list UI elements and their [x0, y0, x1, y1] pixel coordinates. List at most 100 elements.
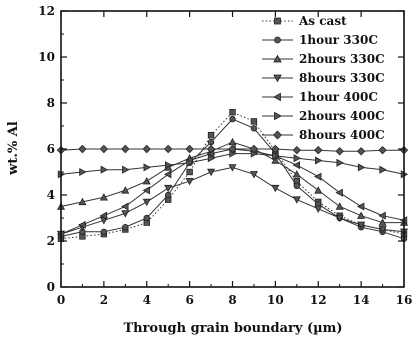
data-point — [272, 151, 280, 160]
series-line — [60, 148, 405, 235]
data-point — [335, 202, 344, 210]
data-point — [228, 164, 237, 172]
data-point — [99, 211, 108, 220]
legend: As cast 1hour 330C 2hours 330C 8hours 330C 1… — [262, 14, 385, 142]
data-point — [228, 144, 237, 154]
y-tick-label: 12 — [38, 4, 55, 18]
data-point — [185, 144, 194, 154]
data-point — [164, 161, 173, 170]
data-point — [185, 177, 194, 186]
axes: 0 2 4 6 8 10 12 14 16 0 2 4 6 8 10 12 — [38, 4, 412, 307]
legend-entry: 2hours 330C — [262, 52, 385, 66]
data-point — [314, 205, 323, 213]
data-point — [99, 144, 109, 154]
data-point — [143, 163, 151, 172]
legend-entry: 2hours 400C — [262, 109, 385, 123]
legend-label: As cast — [298, 14, 347, 28]
data-point — [78, 220, 86, 229]
data-point — [100, 228, 108, 235]
x-tick-label: 4 — [143, 293, 151, 307]
y-tick-label: 4 — [47, 188, 55, 202]
data-point — [336, 158, 344, 167]
data-point — [164, 191, 172, 199]
data-point — [292, 196, 301, 204]
data-point — [335, 214, 344, 223]
data-point — [314, 186, 323, 194]
series-5 — [56, 144, 408, 239]
data-point — [292, 161, 301, 170]
data-point — [249, 171, 258, 179]
data-point — [163, 170, 172, 179]
data-point — [121, 144, 130, 154]
x-tick-label: 6 — [185, 293, 193, 307]
y-tick-label: 2 — [47, 234, 55, 248]
legend-marker — [274, 36, 281, 44]
data-point — [356, 147, 366, 156]
data-point — [121, 210, 130, 218]
data-point — [207, 154, 216, 163]
data-point — [379, 165, 387, 174]
data-point — [186, 158, 194, 167]
data-point — [314, 145, 323, 155]
data-point — [271, 156, 280, 164]
data-point — [357, 211, 366, 219]
x-tick-label: 0 — [57, 293, 65, 307]
data-point — [378, 211, 386, 220]
legend-entry: 1hour 400C — [262, 90, 378, 104]
series-6 — [57, 149, 409, 179]
legend-label: 8hours 330C — [299, 71, 385, 85]
x-tick-label: 12 — [310, 293, 327, 307]
data-point — [121, 202, 129, 211]
legend-entry: 8hours 400C — [262, 128, 385, 142]
data-point — [378, 145, 387, 155]
data-point — [250, 118, 258, 125]
data-point — [271, 144, 280, 154]
data-point — [293, 154, 302, 163]
data-point — [315, 156, 323, 165]
data-point — [99, 193, 108, 201]
data-point — [142, 186, 150, 195]
y-tick-label: 6 — [47, 142, 55, 156]
data-point — [292, 145, 302, 155]
data-point — [335, 147, 344, 156]
x-tick-label: 2 — [100, 293, 108, 307]
y-tick-label: 8 — [47, 96, 55, 110]
x-tick-label: 16 — [396, 293, 412, 307]
data-point — [163, 144, 173, 154]
data-point — [100, 165, 109, 174]
legend-label: 2hours 400C — [299, 109, 385, 123]
x-axis-label: Through grain boundary (µm) — [123, 321, 342, 336]
data-point — [142, 177, 151, 185]
data-point — [78, 197, 87, 206]
data-point — [207, 138, 215, 146]
legend-entry: 1hour 330C — [262, 33, 378, 47]
data-point — [143, 214, 150, 222]
legend-marker — [273, 92, 281, 102]
y-tick-label: 0 — [47, 280, 55, 294]
data-point — [378, 218, 387, 226]
data-point — [250, 125, 258, 132]
legend-marker — [273, 54, 282, 63]
data-point — [122, 223, 129, 231]
data-point — [314, 172, 322, 181]
legend-marker — [274, 111, 282, 121]
data-point — [229, 115, 236, 123]
data-point — [142, 144, 151, 154]
data-point — [122, 165, 130, 174]
legend-label: 2hours 330C — [299, 52, 385, 66]
legend-label: 8hours 400C — [299, 128, 385, 142]
data-point — [229, 109, 236, 116]
legend-marker — [274, 17, 281, 25]
y-tick-label: 10 — [38, 50, 55, 64]
data-point — [356, 202, 365, 211]
data-point — [357, 163, 366, 172]
data-point — [271, 184, 280, 193]
x-tick-label: 14 — [353, 293, 370, 307]
data-point — [164, 184, 173, 193]
data-point — [378, 226, 387, 234]
x-tick-label: 8 — [228, 293, 236, 307]
data-point — [292, 170, 301, 178]
series-4 — [56, 164, 409, 239]
data-point — [293, 182, 301, 189]
